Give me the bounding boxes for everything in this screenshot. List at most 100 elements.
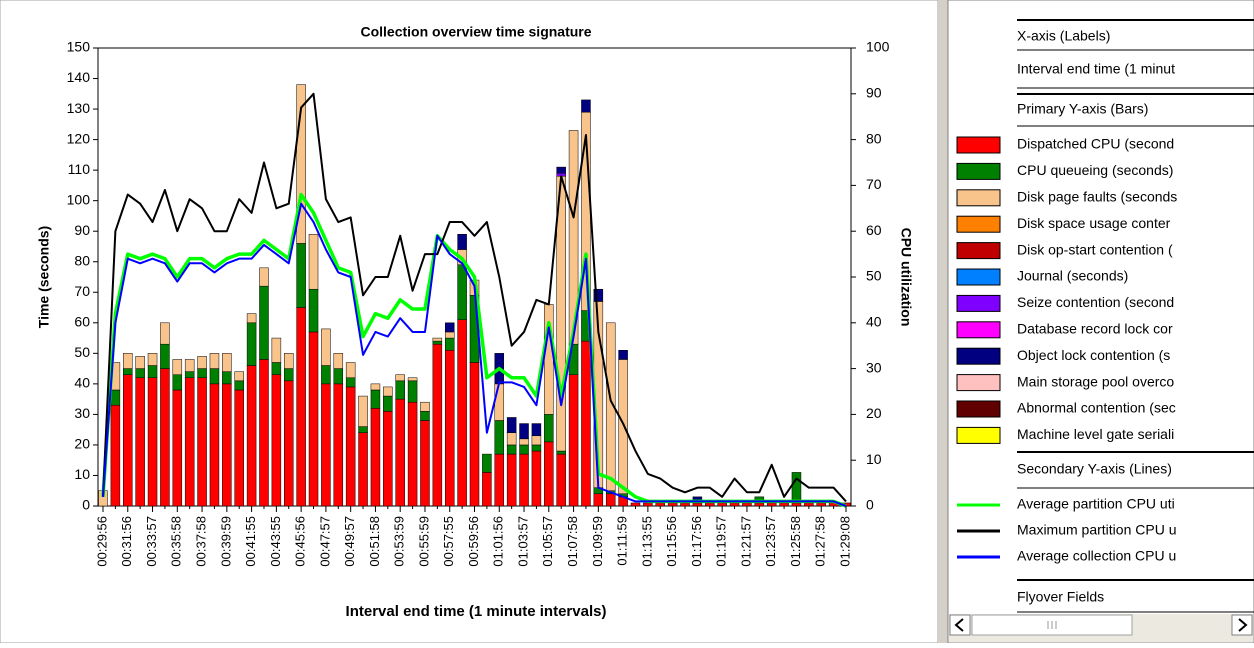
legend-swatch	[956, 242, 1001, 260]
x-tick-label: 00:59:56	[466, 516, 481, 567]
y-tick-label: 50	[74, 344, 90, 360]
bar-segment	[531, 423, 542, 437]
bar-segment	[395, 380, 405, 400]
bar-segment	[407, 377, 418, 382]
legend-swatch	[956, 321, 1001, 339]
x-tick-label: 00:55:59	[416, 516, 431, 567]
x-tick-label: 01:09:59	[590, 516, 605, 567]
bar-segment	[506, 453, 517, 507]
bar-segment	[506, 444, 517, 455]
bar-segment	[383, 411, 393, 507]
bar-segment	[643, 502, 653, 507]
x-tick-label: 00:57:55	[441, 516, 456, 567]
legend-label: Disk page faults (seconds	[1017, 189, 1177, 205]
panel-heading: X-axis (Labels)	[1017, 28, 1110, 44]
legend-swatch	[956, 374, 1001, 392]
bar-segment	[469, 362, 480, 507]
x-tick-label: 01:21:57	[738, 516, 753, 567]
bar-segment	[444, 322, 455, 333]
x-tick-label: 01:03:57	[515, 516, 530, 567]
bar-segment	[457, 264, 467, 320]
bar-segment	[581, 99, 591, 113]
bar-segment	[209, 383, 220, 507]
bar-segment	[407, 401, 418, 507]
bar-segment	[519, 444, 529, 455]
bar-segment	[692, 502, 703, 507]
x-tick-label: 01:23:57	[763, 516, 778, 567]
line-series	[102, 92, 847, 503]
bar-segment	[717, 502, 727, 507]
y2-tick-label: 70	[866, 176, 882, 192]
x-tick-label: 01:29:08	[837, 516, 852, 567]
bar-segment	[506, 432, 517, 446]
bar-segment	[444, 350, 455, 507]
legend-swatch	[956, 189, 1001, 207]
y-tick-label: 40	[74, 375, 90, 391]
x-tick-label: 01:27:58	[813, 516, 828, 567]
bar-segment	[333, 353, 344, 369]
bar-segment	[544, 304, 554, 415]
legend-swatch	[956, 294, 1001, 312]
bar-segment	[259, 359, 269, 507]
splitter[interactable]	[938, 0, 948, 643]
bar-segment	[618, 350, 628, 360]
bar-segment	[222, 353, 232, 372]
legend-swatch	[956, 136, 1001, 154]
bar-segment	[754, 502, 765, 507]
bar-segment	[593, 493, 604, 507]
bar-segment	[345, 377, 356, 388]
bar-segment	[568, 130, 579, 345]
bar-segment	[506, 417, 517, 433]
bar-segment	[160, 343, 170, 369]
bar-segment	[593, 288, 604, 302]
y-tick-label: 0	[82, 497, 90, 513]
y-tick-label: 90	[74, 222, 90, 238]
x-tick-label: 01:15:56	[664, 516, 679, 567]
bar-segment	[494, 420, 505, 455]
y2-tick-label: 10	[866, 451, 882, 467]
panel-heading: Flyover Fields	[1017, 589, 1104, 605]
bar-segment	[544, 414, 554, 443]
y-tick-label: 70	[74, 283, 90, 299]
legend-label: Dispatched CPU (second	[1017, 136, 1174, 152]
x-tick-label: 01:07:58	[565, 516, 580, 567]
y-tick-label: 140	[67, 69, 91, 85]
bar-segment	[519, 423, 529, 440]
x-tick-label: 00:45:56	[293, 516, 308, 567]
bar-segment	[383, 395, 393, 412]
bar-segment	[172, 359, 183, 375]
bar-segment	[420, 411, 430, 421]
bar-segment	[222, 383, 232, 507]
bar-segment	[544, 441, 554, 507]
bar-segment	[494, 383, 505, 421]
legend-swatch	[956, 347, 1001, 365]
bar-segment	[494, 453, 505, 507]
bar-segment	[383, 386, 393, 397]
x-tick-label: 01:19:57	[714, 516, 729, 567]
bar-segment	[729, 502, 740, 507]
x-tick-label: 00:37:58	[194, 516, 209, 567]
bar-segment	[345, 386, 356, 507]
y-tick-label: 20	[74, 436, 90, 452]
bar-segment	[531, 435, 542, 446]
y-tick-label: 150	[67, 39, 91, 55]
x-tick-label: 01:13:55	[639, 516, 654, 567]
legend-label: Object lock contention (s	[1017, 347, 1170, 363]
scrollbar[interactable]	[949, 614, 1253, 642]
bar-segment	[160, 322, 170, 345]
bar-segment	[556, 453, 566, 507]
y-tick-label: 100	[67, 191, 91, 207]
bar-segment	[420, 420, 430, 507]
bar-segment	[296, 84, 306, 244]
bar-segment	[370, 408, 381, 507]
bar-segment	[209, 353, 220, 369]
bar-segment	[680, 502, 690, 507]
bar-segment	[184, 377, 195, 507]
bar-segment	[321, 365, 331, 385]
bar-segment	[444, 337, 455, 351]
bar-segment	[444, 331, 455, 339]
bar-segment	[110, 389, 121, 406]
legend-label: Seize contention (second	[1017, 294, 1174, 310]
bar-segment	[420, 401, 430, 412]
bar-segment	[271, 374, 282, 507]
